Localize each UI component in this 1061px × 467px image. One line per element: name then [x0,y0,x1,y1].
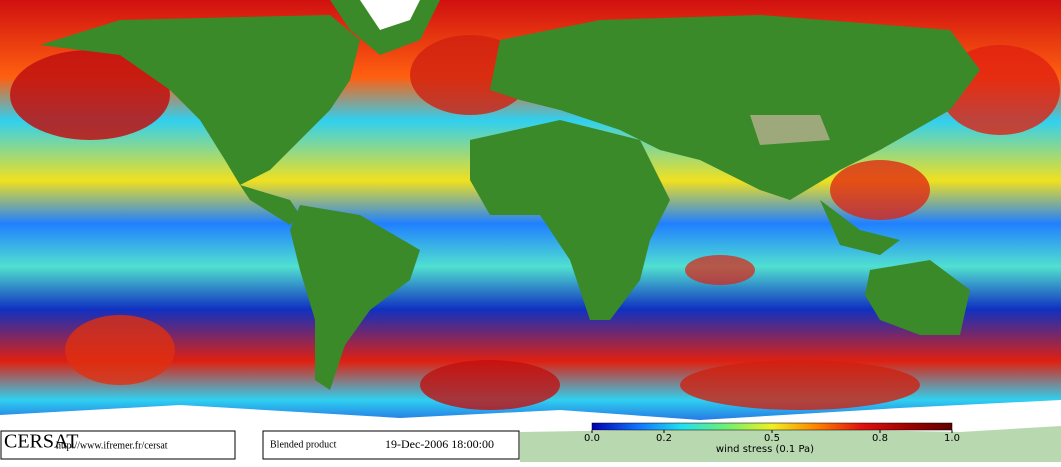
date: 19-Dec-2006 18:00:00 [385,437,494,451]
footer: CERSAT http://www.ifremer.fr/cersat Blen… [0,430,520,460]
colorbar-tick-label: 0.0 [584,433,600,444]
colorbar-tick-label: 1.0 [944,433,960,444]
colorbar: wind stress (0.1 Pa) 0.0 0.2 0.5 0.8 1.0 [584,422,960,455]
url: http://www.ifremer.fr/cersat [56,440,168,451]
colorbar-tick-label: 0.8 [872,433,888,444]
colorbar-label: wind stress (0.1 Pa) [716,444,814,455]
product: Blended product [270,439,337,450]
colorbar-scale [591,422,953,431]
colorbar-tick-label: 0.5 [764,433,780,444]
logo: CERSAT [4,431,78,453]
colorbar-tick-label: 0.2 [656,433,672,444]
